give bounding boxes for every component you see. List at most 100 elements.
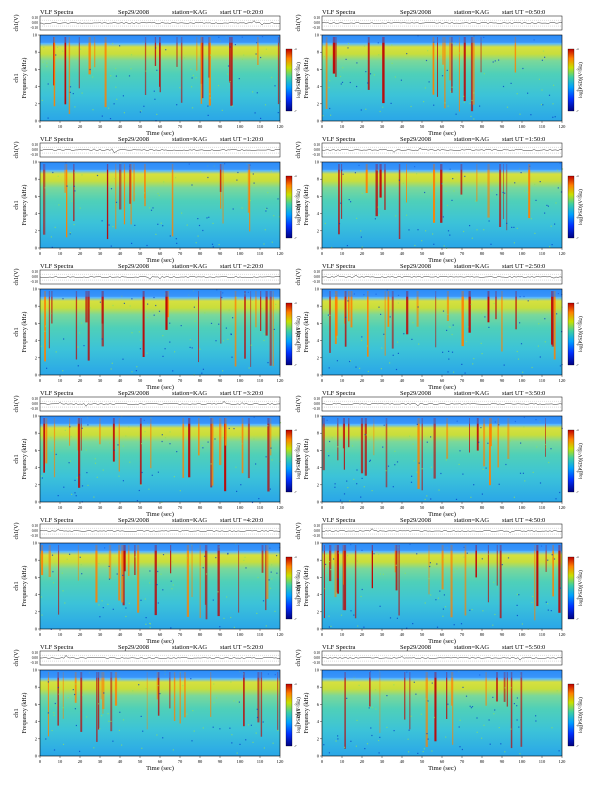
noise-speckle	[355, 366, 357, 368]
noise-speckle	[42, 61, 44, 63]
noise-speckle	[544, 443, 546, 446]
noise-speckle	[73, 185, 75, 187]
noise-speckle	[276, 555, 278, 557]
top-band	[40, 35, 280, 43]
freq-tick-label: 2	[35, 228, 37, 233]
noise-speckle	[162, 335, 164, 337]
panel-station: station=KAG	[454, 517, 489, 524]
noise-speckle	[101, 715, 103, 717]
noise-speckle	[498, 727, 500, 729]
noise-speckle	[50, 628, 52, 630]
noise-speckle	[250, 724, 252, 726]
noise-speckle	[379, 605, 381, 607]
noise-speckle	[368, 707, 370, 709]
noise-speckle	[519, 113, 521, 115]
colorbar-label: log(PSD)(V²/Hz)	[577, 697, 584, 733]
noise-speckle	[337, 578, 339, 580]
waveform-y-label: ch1(V)	[295, 269, 302, 286]
noise-speckle	[112, 42, 114, 45]
time-tick-label: 80	[198, 124, 203, 129]
noise-speckle	[243, 54, 245, 56]
noise-speckle	[47, 117, 49, 119]
noise-speckle	[164, 437, 167, 439]
noise-speckle	[347, 47, 349, 49]
noise-speckle	[386, 695, 388, 697]
panel-date: Sep29/2008	[118, 390, 149, 397]
noise-speckle	[207, 176, 209, 179]
colorbar-tick-label: -7	[576, 109, 579, 113]
noise-speckle	[544, 212, 546, 214]
noise-speckle	[471, 99, 473, 102]
noise-speckle	[416, 423, 418, 425]
noise-speckle	[62, 370, 64, 372]
waveform-tick-label: 0.10	[32, 143, 38, 147]
sferic-streak	[219, 418, 222, 466]
noise-speckle	[325, 553, 327, 555]
top-band	[40, 670, 280, 678]
noise-speckle	[175, 238, 177, 240]
noise-speckle	[356, 62, 358, 64]
noise-speckle	[442, 216, 444, 218]
time-tick-label: 80	[480, 632, 485, 637]
noise-speckle	[102, 469, 104, 471]
noise-speckle	[327, 450, 329, 452]
freq-tick-label: 0	[317, 627, 320, 632]
sferic-streak	[475, 545, 477, 578]
noise-speckle	[56, 704, 58, 706]
spec-channel-label: ch1	[13, 581, 20, 590]
frequency-axis-label: Frequency (kHz)	[303, 312, 310, 353]
noise-speckle	[544, 341, 546, 343]
time-tick-label: 110	[257, 632, 264, 637]
sferic-streak	[53, 37, 56, 107]
waveform-tick-label: 0.00	[314, 21, 320, 25]
sferic-streak	[144, 37, 147, 95]
noise-speckle	[527, 300, 529, 302]
freq-tick-label: 2	[317, 609, 319, 614]
sferic-streak	[332, 37, 336, 74]
noise-speckle	[520, 172, 522, 174]
freq-tick-label: 6	[317, 321, 320, 326]
time-tick-label: 20	[360, 632, 365, 637]
colorbar-tick-label: -5	[576, 68, 579, 72]
noise-speckle	[170, 627, 172, 629]
noise-speckle	[527, 92, 529, 94]
sferic-streak	[73, 164, 75, 222]
waveform-tick-label: 0.00	[314, 148, 320, 152]
noise-speckle	[256, 708, 258, 710]
noise-speckle	[191, 740, 193, 742]
sferic-streak	[469, 418, 470, 453]
sferic-streak	[173, 672, 176, 721]
time-tick-label: 50	[138, 378, 143, 383]
freq-tick-label: 4	[35, 592, 38, 597]
noise-speckle	[173, 476, 175, 478]
noise-speckle	[447, 371, 449, 373]
noise-speckle	[339, 499, 342, 501]
time-tick-label: 90	[218, 759, 223, 764]
noise-speckle	[394, 76, 396, 78]
noise-speckle	[427, 50, 429, 52]
noise-speckle	[514, 182, 516, 184]
noise-speckle	[331, 437, 333, 439]
sferic-streak	[487, 545, 489, 603]
noise-speckle	[144, 598, 146, 600]
noise-speckle	[395, 368, 398, 371]
noise-speckle	[153, 296, 155, 299]
noise-speckle	[470, 496, 472, 498]
sferic-streak	[101, 291, 104, 347]
noise-speckle	[227, 65, 230, 67]
time-tick-label: 70	[178, 124, 183, 129]
sferic-streak	[121, 545, 124, 603]
freq-tick-label: 4	[317, 338, 320, 343]
sferic-streak	[506, 164, 508, 231]
noise-speckle	[549, 246, 551, 248]
freq-tick-label: 6	[35, 67, 38, 72]
noise-speckle	[329, 440, 331, 443]
sferic-streak	[277, 672, 279, 731]
frequency-axis-label: Frequency (kHz)	[303, 58, 310, 99]
sferic-streak	[211, 418, 214, 486]
sferic-streak	[171, 164, 174, 237]
noise-speckle	[107, 603, 109, 605]
sferic-streak	[179, 672, 181, 724]
noise-speckle	[420, 713, 422, 715]
noise-speckle	[470, 115, 472, 117]
